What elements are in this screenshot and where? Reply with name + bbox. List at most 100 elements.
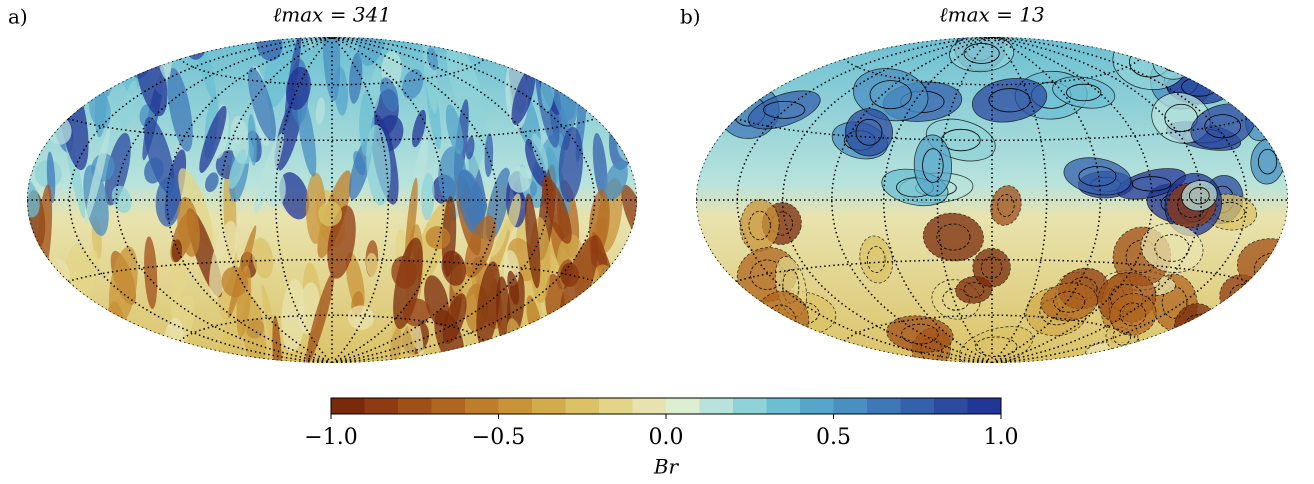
map-field bbox=[696, 37, 1288, 363]
field-blob bbox=[28, 68, 49, 90]
field-blob bbox=[859, 235, 894, 284]
field-blob bbox=[144, 236, 158, 310]
field-blob bbox=[507, 193, 521, 232]
field-blob bbox=[603, 160, 628, 201]
field-blob bbox=[209, 220, 237, 299]
contour bbox=[1253, 252, 1288, 286]
contour bbox=[1154, 234, 1190, 262]
field-blob bbox=[441, 250, 466, 286]
colorbar-segment bbox=[632, 398, 667, 414]
contour bbox=[988, 88, 1031, 113]
contour bbox=[1119, 302, 1147, 327]
field-blob bbox=[256, 37, 283, 61]
field-blob bbox=[507, 270, 520, 305]
colorbar-segment bbox=[465, 398, 499, 414]
field-blob bbox=[990, 185, 1022, 226]
contour bbox=[740, 327, 767, 360]
tick-label: 1.0 bbox=[984, 425, 1019, 450]
contour bbox=[922, 148, 944, 183]
field-blob bbox=[525, 193, 541, 289]
field-blob bbox=[971, 78, 1048, 123]
field-blob bbox=[618, 91, 632, 115]
field-blob bbox=[464, 215, 496, 278]
field-blob bbox=[913, 134, 953, 197]
field-blob bbox=[27, 97, 42, 120]
field-blob bbox=[58, 288, 79, 334]
field-blob bbox=[170, 254, 187, 294]
meridian bbox=[991, 37, 1153, 363]
field-blob bbox=[570, 37, 589, 96]
field-blob bbox=[465, 136, 475, 160]
field-blob bbox=[279, 172, 310, 220]
field-blob bbox=[745, 37, 775, 73]
field-blob bbox=[248, 67, 276, 142]
meridian bbox=[331, 37, 498, 363]
parallel bbox=[843, 58, 1141, 86]
contour bbox=[1184, 326, 1227, 344]
colorbar-segment bbox=[800, 398, 834, 414]
field-blob bbox=[43, 68, 57, 95]
field-blob bbox=[315, 97, 325, 125]
parallel bbox=[179, 58, 485, 86]
field-blob bbox=[445, 104, 464, 155]
field-blob bbox=[457, 170, 484, 236]
field-blob bbox=[130, 336, 151, 363]
contour bbox=[1100, 348, 1140, 363]
field-blob bbox=[80, 249, 100, 296]
field-blob bbox=[1052, 76, 1116, 109]
colorbar-segment bbox=[666, 398, 700, 414]
field-blob bbox=[272, 315, 283, 363]
field-blob bbox=[348, 52, 363, 104]
field-blob bbox=[549, 37, 583, 83]
colorbar-segment bbox=[967, 398, 1002, 414]
field-blob bbox=[27, 83, 41, 153]
contour bbox=[1183, 314, 1210, 343]
meridian bbox=[736, 37, 993, 363]
field-blob bbox=[297, 93, 317, 177]
meridian bbox=[115, 37, 333, 363]
contour bbox=[1253, 103, 1272, 131]
field-blob bbox=[625, 51, 637, 72]
field-blob bbox=[729, 314, 777, 363]
field-blob bbox=[113, 40, 130, 68]
field-blob bbox=[379, 77, 399, 112]
field-blob bbox=[506, 318, 534, 363]
field-blob bbox=[62, 299, 92, 363]
field-blob bbox=[1063, 157, 1132, 196]
meridian bbox=[831, 37, 993, 363]
field-blob bbox=[610, 69, 637, 137]
field-blob bbox=[541, 176, 572, 244]
tick-label: −0.5 bbox=[472, 425, 525, 450]
parallel bbox=[179, 314, 485, 342]
panel-label: b) bbox=[680, 5, 701, 29]
field-blob bbox=[318, 201, 342, 227]
field-blob bbox=[64, 37, 90, 106]
field-blob bbox=[614, 38, 635, 109]
colorbar-segment bbox=[934, 398, 968, 414]
field-blob bbox=[83, 164, 109, 236]
map-field bbox=[27, 37, 637, 363]
field-blob bbox=[366, 252, 379, 278]
meridian bbox=[991, 37, 1048, 363]
field-blob bbox=[421, 172, 435, 221]
colorbar-segment bbox=[431, 398, 466, 414]
field-blob bbox=[422, 37, 438, 114]
field-blob bbox=[484, 133, 494, 178]
field-blob bbox=[621, 184, 637, 243]
field-blob bbox=[425, 226, 451, 250]
map-title: ℓmax = 341 bbox=[273, 3, 391, 27]
colorbar-segment bbox=[900, 398, 935, 414]
meridian bbox=[991, 37, 1102, 363]
field-blob bbox=[402, 68, 424, 100]
contour bbox=[763, 100, 806, 119]
meridian bbox=[68, 37, 333, 363]
field-blob bbox=[228, 148, 247, 189]
field-blob bbox=[305, 172, 326, 244]
contour bbox=[901, 323, 939, 345]
colorbar-segment bbox=[565, 398, 600, 414]
contour bbox=[974, 336, 1018, 357]
field-blob bbox=[1245, 309, 1288, 363]
contour bbox=[752, 37, 769, 62]
field-blob bbox=[1140, 223, 1204, 273]
